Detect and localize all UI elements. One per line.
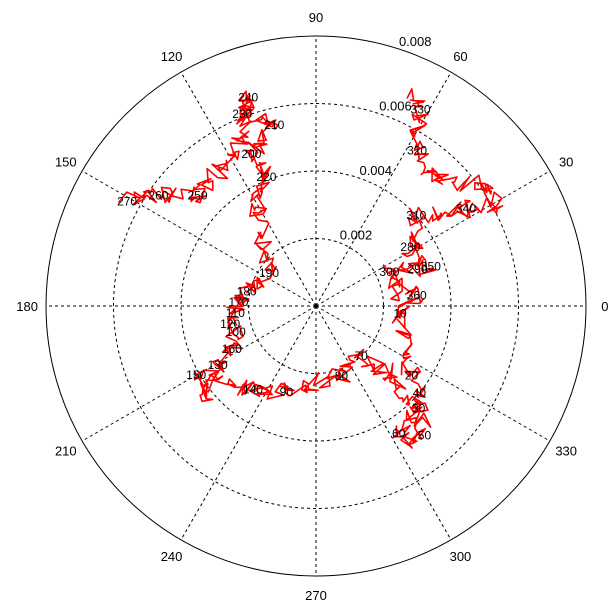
- trace-point-label: 10: [393, 306, 407, 320]
- angle-tick-label: 330: [555, 443, 577, 458]
- trace-point-label: 150: [186, 368, 206, 382]
- angle-tick-label: 90: [309, 10, 323, 25]
- spoke-line: [81, 170, 317, 307]
- spoke-line: [315, 305, 551, 442]
- angle-tick-label: 0: [601, 299, 608, 314]
- trace-point-label: 160: [222, 342, 242, 356]
- angle-tick-label: 210: [55, 443, 77, 458]
- trace-point-label: 210: [264, 118, 284, 132]
- angle-tick-label: 270: [305, 588, 327, 603]
- trace-point-label: 230: [232, 107, 252, 121]
- trace-point-label: 80: [335, 369, 349, 383]
- trace-point-label: 350: [421, 259, 441, 273]
- trace-point-label: 30: [412, 402, 426, 416]
- trace-point-label: 90: [280, 385, 294, 399]
- trace-point-label: 180: [237, 284, 257, 298]
- trace-point-label: 290: [407, 262, 427, 276]
- trace-point-label: 140: [243, 383, 263, 397]
- trace-point-label: 20: [405, 368, 419, 382]
- angle-tick-label: 120: [161, 49, 183, 64]
- trace-point-label: 190: [259, 266, 279, 280]
- angle-tick-label: 240: [161, 549, 183, 564]
- trace-point-label: 310: [406, 209, 426, 223]
- polar-trace: [117, 88, 504, 449]
- trace-point-label: 270: [117, 194, 137, 208]
- trace-point-label: 70: [354, 349, 368, 363]
- trace-point-label: 200: [241, 147, 261, 161]
- angle-tick-label: 180: [16, 299, 38, 314]
- trace-point-label: 320: [407, 143, 427, 157]
- trace-point-label: 240: [238, 90, 258, 104]
- trace-point-label: 120: [220, 317, 240, 331]
- trace-point-label: 50: [418, 428, 432, 442]
- grid-ring: [113, 103, 519, 509]
- angle-tick-label: 60: [453, 49, 467, 64]
- angle-tick-label: 30: [559, 155, 573, 170]
- trace-point-label: 360: [407, 288, 427, 302]
- trace-point-label: 330: [411, 102, 431, 116]
- trace-point-label: 340: [456, 202, 476, 216]
- trace-point-label: 250: [188, 189, 208, 203]
- angle-tick-label: 300: [450, 549, 472, 564]
- spoke-line: [180, 71, 317, 307]
- spoke-line: [180, 305, 317, 541]
- trace-point-label: 300: [379, 265, 399, 279]
- polar-grid: 0 30 60 90 120 150 180 210 240 270 300 330 0.002 0.00…: [16, 10, 608, 603]
- trace-point-label: 170: [228, 295, 248, 309]
- trace-point-label: 260: [148, 189, 168, 203]
- radial-tick-label: 0.006: [379, 98, 412, 113]
- angle-tick-label: 150: [55, 155, 77, 170]
- outer-ring: [45, 35, 587, 577]
- trace-point-label: 280: [400, 240, 420, 254]
- spoke-line: [315, 170, 551, 307]
- series-trace: [117, 88, 504, 449]
- trace-point-label: 220: [256, 170, 276, 184]
- spoke-line: [315, 305, 452, 541]
- trace-point-label: 110: [226, 306, 245, 320]
- spoke-line: [315, 71, 452, 307]
- radial-tick-label: 0.002: [340, 227, 373, 242]
- trace-point-label: 100: [226, 325, 246, 339]
- trace-point-label: 60: [392, 426, 406, 440]
- radial-tick-label: 0.008: [399, 34, 432, 49]
- trace-point-label: 40: [413, 386, 427, 400]
- trace-point-label: 130: [208, 358, 228, 372]
- radial-tick-label: 0.004: [359, 163, 392, 178]
